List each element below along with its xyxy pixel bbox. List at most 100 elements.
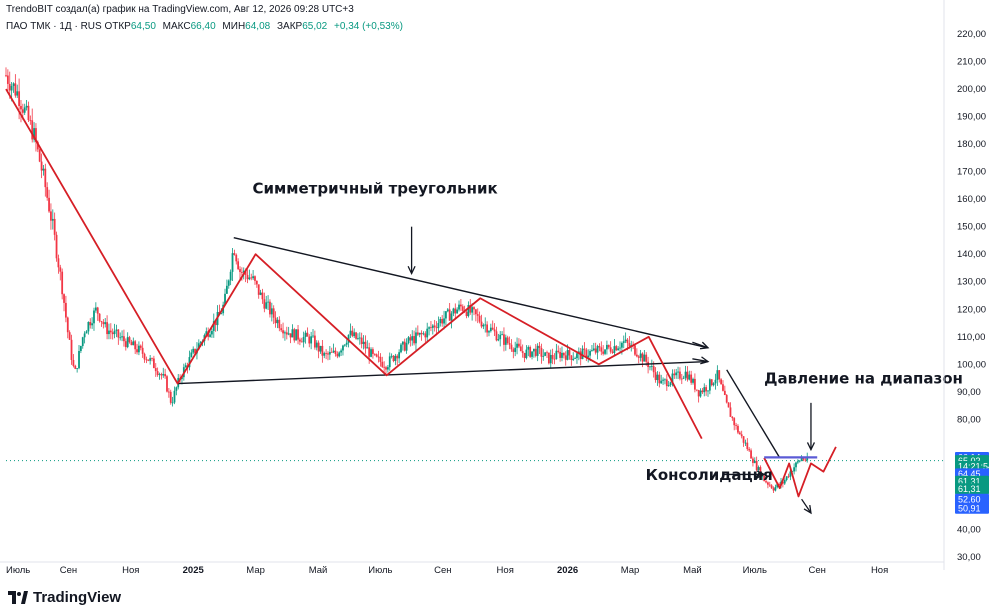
chart-annotations: Симметричный треугольник Давление на диап… [252,180,962,484]
candle-body [85,331,88,334]
candle-body [297,329,299,340]
candle-body [484,324,487,326]
candle-body [430,327,432,329]
candle-body [362,341,365,345]
candle-body [576,353,578,359]
candle-body [10,85,13,91]
candle-body [23,107,26,113]
candle-body [300,341,303,343]
candle-body [81,337,84,347]
candle-body [205,331,208,336]
price-axis: 220,00 210,00 200,00 190,00 180,00 170,00 160,… [943,0,986,570]
candle-body [486,324,489,333]
candle-body [682,377,685,379]
candle-body [461,306,464,311]
candle-body [602,351,605,354]
candle-body [740,434,743,437]
tradingview-logo-icon [8,591,28,604]
candle-body [624,339,627,342]
candle-body [46,187,49,198]
candle-body [733,418,736,426]
candle-body [233,253,236,255]
candle-body [372,349,374,354]
candle-body [353,332,356,337]
price-badge-label: 52,60 [958,494,981,504]
candle-body [257,284,260,295]
candle-body [57,258,60,268]
candle-body [476,314,479,316]
price-badge [955,483,989,495]
annotation-label: Давление на диапазон [764,370,963,388]
candle-body [340,350,342,353]
candle-body [531,351,533,357]
candle-body [413,336,415,344]
candle-body [214,321,217,326]
arrow-head [806,442,816,452]
candle-body [619,347,621,349]
candle-body [731,416,734,419]
candle-body [299,339,301,342]
ohlc-label: МИН [222,21,246,32]
candle-body [559,351,562,358]
candle-body [164,374,167,377]
candle-body [635,354,638,357]
candle-body [119,337,122,339]
time-tick-label: 2026 [557,565,578,576]
annotation-arrow [692,341,709,349]
candle-body [327,353,329,355]
candle-body [70,339,73,360]
candle-body [435,327,438,329]
candle-body [675,372,678,376]
candle-body [398,352,401,359]
candle-body [609,347,612,352]
candle-body [237,261,240,270]
tradingview-logo[interactable]: TradingView [8,589,121,606]
candle-body [459,304,462,307]
candle-body [169,391,172,403]
candle-body [50,211,52,221]
candle-body [701,390,704,393]
candle-body [798,460,801,462]
candle-body [474,309,477,315]
candle-body [596,346,599,353]
price-tick-label: 160,00 [957,194,986,205]
candle-body [246,274,249,280]
candle-body [212,321,215,331]
time-tick-label: Сен [809,565,826,576]
symbol-name[interactable]: ПАО ТМК · 1Д · RUS [6,21,102,32]
candle-body [211,330,213,335]
candle-body [778,484,781,486]
candle-body [14,83,17,96]
candle-body [493,329,496,332]
ohlc-label: ЗАКР [276,21,303,32]
candle-body [357,338,359,339]
candle-body [765,481,767,483]
candle-body [802,457,805,460]
candle-body [134,341,137,350]
candle-body [51,218,54,221]
candle-body [394,355,397,362]
candle-body [529,347,532,357]
candle-body [104,322,107,325]
candle-body [480,321,483,327]
candle-body [744,442,747,444]
candle-body [774,487,777,491]
candle-body [388,356,391,368]
candle-body [544,352,547,356]
candle-body [319,345,322,352]
candle-body [783,479,786,484]
candle-body [355,332,357,339]
candle-body [553,358,556,360]
candle-body [66,317,69,333]
candle-body [650,366,653,367]
candle-body [287,333,290,335]
candle-body [789,471,792,477]
candle-body [93,310,95,324]
candle-body [796,461,799,463]
candle-body [152,358,155,369]
pattern-zigzag [5,88,703,440]
candle-body [282,330,284,334]
candle-body [658,374,661,384]
candle-body [441,318,444,324]
